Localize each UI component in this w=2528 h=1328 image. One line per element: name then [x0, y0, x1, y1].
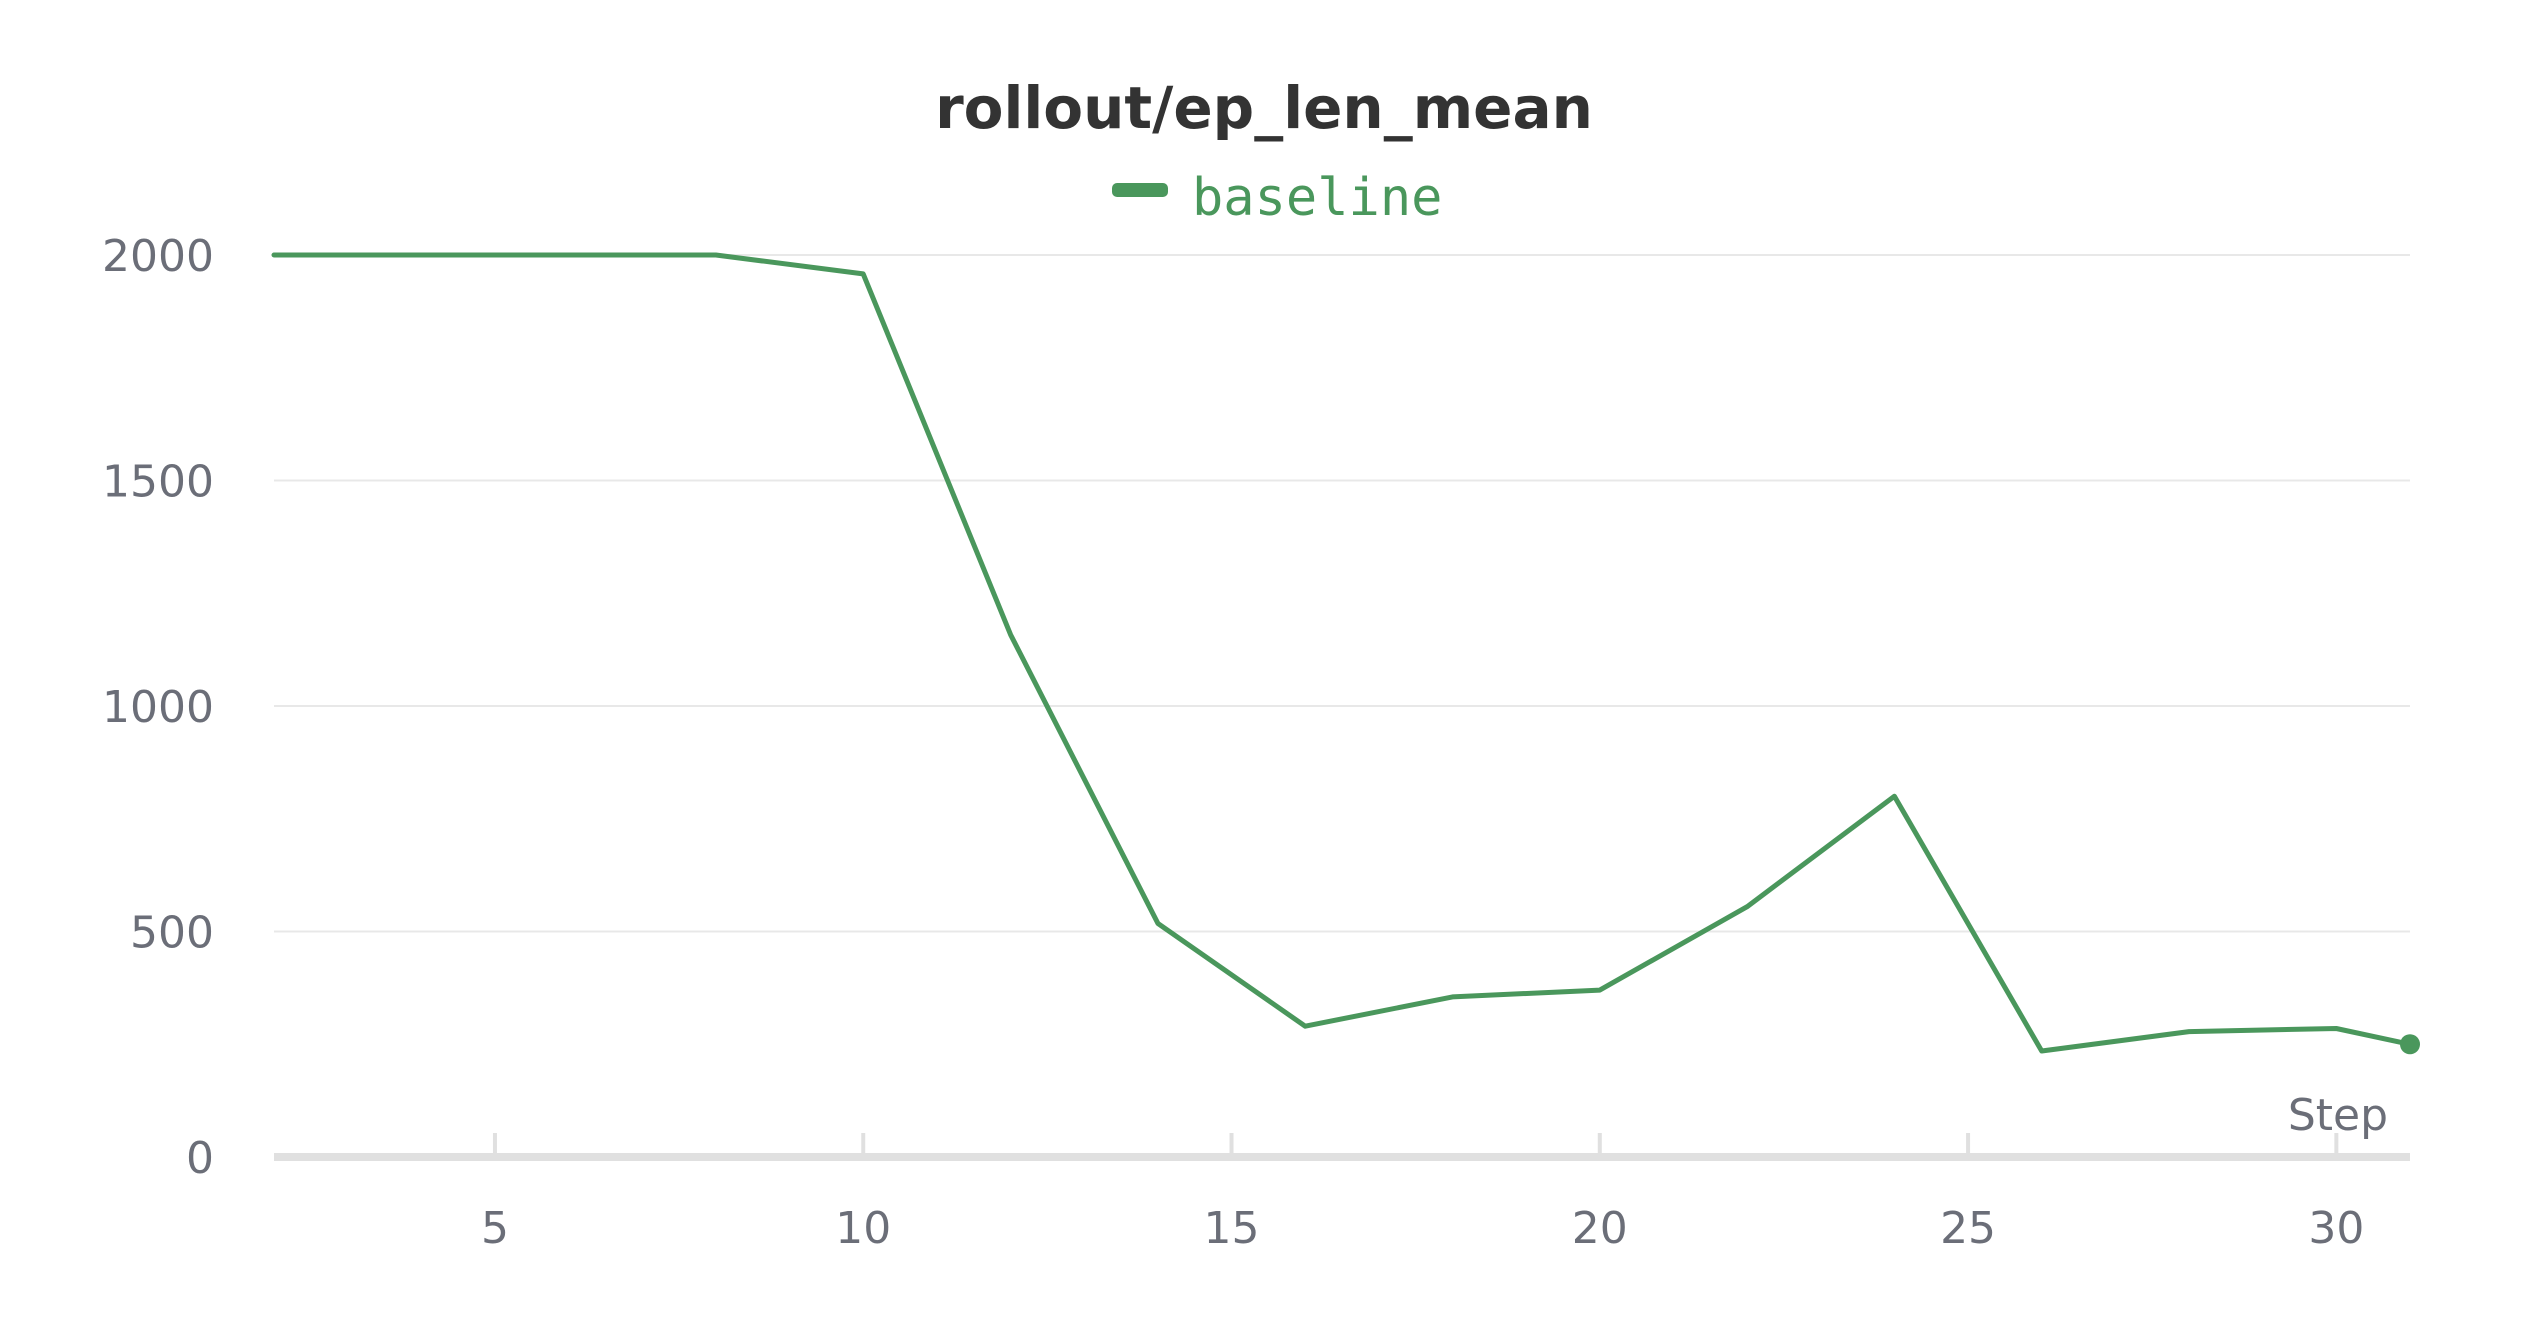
series-line-baseline[interactable] [271, 252, 2413, 1054]
data-point-baseline-2[interactable] [271, 252, 277, 258]
data-point-baseline-6[interactable] [566, 252, 572, 258]
y-axis: 0 500 1000 1500 2000 [102, 231, 214, 1184]
chart-title: rollout/ep_len_mean [935, 74, 1593, 142]
legend[interactable]: baseline [1112, 168, 1442, 228]
data-point-baseline-22[interactable] [1744, 904, 1750, 910]
data-point-baseline-24[interactable] [1891, 793, 1897, 799]
data-point-baseline-14[interactable] [1155, 920, 1161, 926]
x-axis: 5 10 15 20 25 30 [274, 1133, 2410, 1254]
series-end-marker-baseline[interactable] [2400, 1034, 2420, 1055]
y-tick-label-2000: 2000 [102, 231, 214, 282]
y-tick-label-500: 500 [130, 908, 214, 959]
data-point-baseline-30[interactable] [2333, 1025, 2339, 1031]
x-tick-label-15: 15 [1204, 1203, 1260, 1254]
legend-swatch-baseline [1112, 183, 1168, 197]
x-tick-label-5: 5 [481, 1203, 509, 1254]
y-tick-label-0: 0 [186, 1133, 214, 1184]
data-point-baseline-8[interactable] [713, 252, 719, 258]
data-point-baseline-28[interactable] [2186, 1029, 2192, 1035]
data-point-baseline-26[interactable] [2039, 1048, 2045, 1054]
data-point-baseline-16[interactable] [1302, 1023, 1308, 1029]
data-point-baseline-20[interactable] [1597, 987, 1603, 993]
gridlines [274, 254, 2410, 933]
x-tick-label-30: 30 [2308, 1203, 2364, 1254]
x-tick-label-25: 25 [1940, 1203, 1996, 1254]
y-tick-label-1000: 1000 [102, 682, 214, 733]
series-lines [271, 252, 2420, 1055]
y-tick-label-1500: 1500 [102, 457, 214, 508]
data-point-baseline-10[interactable] [860, 271, 866, 277]
x-axis-title: Step [2288, 1090, 2388, 1141]
data-point-baseline-18[interactable] [1449, 994, 1455, 1000]
legend-label-baseline: baseline [1192, 168, 1442, 228]
data-point-baseline-4[interactable] [418, 252, 424, 258]
x-tick-label-10: 10 [835, 1203, 891, 1254]
data-point-baseline-12[interactable] [1008, 632, 1014, 638]
x-tick-label-20: 20 [1572, 1203, 1628, 1254]
